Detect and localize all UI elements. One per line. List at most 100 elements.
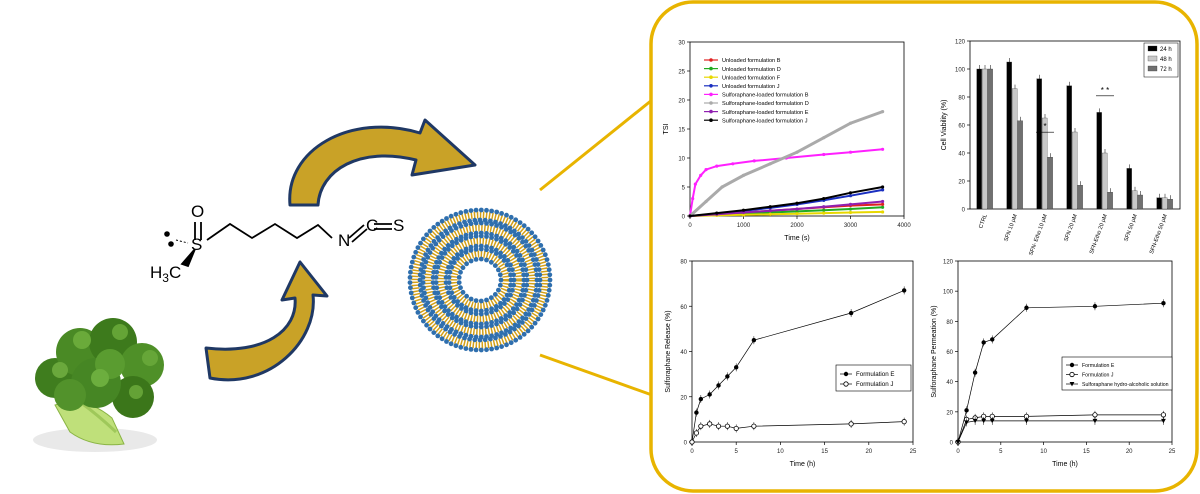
- lipid-head: [516, 257, 522, 263]
- lipid-head: [427, 228, 433, 234]
- y-tick-label: 60: [680, 305, 687, 311]
- lipid-head: [437, 295, 443, 301]
- lipid-head: [516, 319, 522, 325]
- data-point: [964, 408, 969, 413]
- data-point: [1069, 371, 1075, 378]
- lipid-head: [489, 306, 494, 312]
- data-point: [981, 418, 987, 424]
- lipid-head: [534, 272, 540, 278]
- y-tick-label: 25: [678, 70, 685, 76]
- lipid-head: [455, 303, 460, 308]
- lipid-head: [448, 341, 454, 347]
- lone-pair-dot: [168, 241, 174, 247]
- legend-label: Sulforaphane-loaded formulation D: [722, 101, 809, 107]
- lipid-head: [421, 269, 426, 275]
- series-line: [689, 210, 883, 217]
- lipid-head: [489, 208, 494, 214]
- lipid-head: [454, 236, 459, 242]
- lipid-head: [540, 247, 546, 253]
- lipid-head: [463, 346, 469, 351]
- lipid-head: [478, 308, 484, 314]
- lipid-head: [444, 231, 450, 236]
- bar: [987, 68, 993, 210]
- series-line: [689, 186, 883, 217]
- tsi-chart: 0 5 10 15 20 25 30 0 1000 2000 3000 4000 Time (s) TSI…: [663, 41, 911, 243]
- bar: [1036, 78, 1042, 210]
- lipid-head: [408, 290, 414, 296]
- lipid-head: [512, 322, 518, 328]
- lipid-head: [464, 293, 469, 299]
- lipid-head: [504, 292, 510, 298]
- series-line: [691, 421, 905, 443]
- data-point: [704, 168, 708, 172]
- data-point: [768, 205, 772, 209]
- lipid-head: [478, 207, 484, 213]
- vesicle-core: [464, 264, 496, 296]
- lipid-head: [478, 233, 484, 239]
- lipid-head: [526, 248, 532, 253]
- data-point: [848, 210, 853, 215]
- lipid-head: [499, 330, 504, 336]
- data-point: [1069, 382, 1075, 387]
- bar: [1072, 131, 1078, 210]
- lipid-head: [498, 254, 503, 260]
- lipid-head: [507, 241, 513, 247]
- lipid-head: [473, 308, 479, 314]
- lipid-head: [503, 238, 509, 244]
- y-tick-label: 20: [678, 99, 685, 105]
- lipid-head: [520, 287, 526, 293]
- data-point: [989, 418, 995, 424]
- lipid-head: [498, 319, 504, 325]
- lipid-head: [489, 346, 494, 352]
- lipid-head: [542, 252, 548, 258]
- x-tick-label: 2000: [790, 223, 804, 229]
- lipid-head: [421, 236, 426, 242]
- lipid-head: [498, 239, 504, 244]
- lipid-head: [442, 304, 448, 310]
- lipid-tails: [450, 250, 510, 310]
- lipid-head: [511, 244, 517, 250]
- lipid-head: [498, 277, 504, 283]
- bar: [1066, 85, 1072, 210]
- lipid-head: [459, 306, 464, 311]
- lipid-head: [518, 262, 524, 268]
- x-tick-label: 25: [1169, 449, 1176, 455]
- legend-label: Unloaded formulation F: [722, 75, 781, 81]
- data-point: [751, 337, 757, 343]
- lipid-head: [514, 302, 519, 307]
- lipid-head: [423, 295, 429, 301]
- lipid-head: [544, 257, 550, 262]
- lipid-tails: [411, 211, 549, 349]
- data-point: [881, 110, 885, 114]
- lipid-head: [420, 280, 426, 285]
- lipid-head: [458, 344, 464, 350]
- lipid-head: [436, 317, 442, 323]
- lipid-head: [473, 334, 479, 340]
- y-tick-label: 120: [943, 260, 954, 266]
- lipid-head: [431, 225, 437, 230]
- lipid-head: [546, 267, 552, 273]
- lipid-head: [492, 263, 498, 268]
- lipid-head: [435, 264, 441, 270]
- data-point: [715, 423, 722, 429]
- significance-mark: * *: [1101, 86, 1109, 95]
- legend-swatch: [1147, 65, 1158, 72]
- lipid-head: [473, 220, 479, 226]
- x-tick-label: 0: [690, 449, 694, 455]
- y-tick-label: 0: [950, 441, 954, 447]
- bar: [1042, 117, 1048, 210]
- lipid-head: [430, 309, 436, 315]
- lipid-head: [533, 267, 539, 273]
- lipid-head: [478, 298, 484, 304]
- zoom-callout: [539, 0, 1199, 493]
- lipid-head: [534, 277, 540, 283]
- data-point: [822, 211, 826, 215]
- lone-pair-dot: [164, 231, 170, 237]
- legend-label: Unloaded formulation B: [722, 58, 781, 64]
- series-line: [957, 302, 1164, 443]
- data-point: [731, 162, 735, 166]
- data-point: [1092, 412, 1098, 418]
- lipid-head: [506, 267, 512, 273]
- lipid-head: [407, 280, 413, 285]
- lipid-head: [458, 234, 464, 240]
